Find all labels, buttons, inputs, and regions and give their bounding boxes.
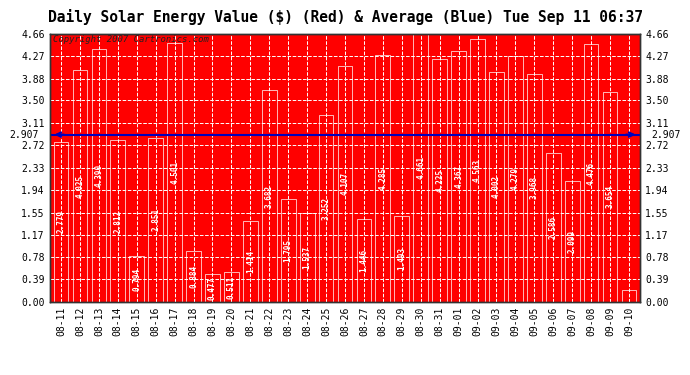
Bar	[451, 51, 466, 302]
Text: 4.563: 4.563	[473, 159, 482, 182]
Text: 4.390: 4.390	[95, 164, 103, 187]
Bar	[357, 219, 371, 302]
Bar	[395, 216, 409, 302]
Text: 2.779: 2.779	[57, 210, 66, 234]
Text: 3.654: 3.654	[606, 185, 615, 209]
Bar	[565, 181, 580, 302]
Text: 1.446: 1.446	[359, 249, 368, 272]
Bar	[54, 142, 68, 302]
Bar	[527, 74, 542, 302]
Bar	[508, 56, 523, 302]
Bar	[489, 72, 504, 302]
Text: Daily Solar Energy Value ($) (Red) & Average (Blue) Tue Sep 11 06:37: Daily Solar Energy Value ($) (Red) & Ave…	[48, 9, 642, 26]
Text: 4.279: 4.279	[511, 167, 520, 190]
Text: 4.476: 4.476	[586, 162, 595, 184]
Text: 2.812: 2.812	[113, 209, 122, 232]
Bar	[470, 39, 485, 302]
Text: 3.968: 3.968	[530, 176, 539, 199]
Text: 4.285: 4.285	[378, 167, 387, 190]
Text: 1.795: 1.795	[284, 238, 293, 262]
Bar	[186, 251, 201, 302]
Bar	[72, 70, 88, 302]
Bar	[243, 220, 258, 302]
Text: 0.477: 0.477	[208, 277, 217, 300]
Text: 3.252: 3.252	[322, 197, 331, 220]
Bar	[110, 140, 125, 302]
Text: 1.493: 1.493	[397, 248, 406, 270]
Text: 4.107: 4.107	[340, 172, 350, 195]
Bar	[205, 274, 220, 302]
Text: Copyright 2007 Cartronics.com: Copyright 2007 Cartronics.com	[52, 35, 208, 44]
Bar	[584, 44, 598, 302]
Text: 4.661: 4.661	[416, 156, 425, 179]
Bar	[337, 66, 353, 302]
Bar	[299, 213, 315, 302]
Bar	[262, 90, 277, 302]
Bar	[224, 273, 239, 302]
Text: 4.002: 4.002	[492, 175, 501, 198]
Bar	[432, 59, 447, 302]
Text: 2.907: 2.907	[9, 130, 39, 140]
Text: 4.225: 4.225	[435, 169, 444, 192]
Bar	[148, 138, 163, 302]
Bar	[413, 34, 428, 302]
Bar	[622, 290, 636, 302]
Text: 4.025: 4.025	[75, 174, 84, 198]
Text: 2.851: 2.851	[151, 208, 160, 231]
Bar	[167, 43, 182, 302]
Text: 4.501: 4.501	[170, 161, 179, 184]
Text: 0.794: 0.794	[132, 267, 141, 291]
Bar	[92, 49, 106, 302]
Text: 0.511: 0.511	[227, 276, 236, 299]
Bar	[319, 115, 333, 302]
Bar	[546, 153, 560, 302]
Text: 0.884: 0.884	[189, 265, 198, 288]
Text: 1.537: 1.537	[303, 246, 312, 269]
Bar	[281, 199, 295, 302]
Bar	[375, 56, 391, 302]
Bar	[130, 256, 144, 302]
Text: 4.367: 4.367	[454, 165, 463, 188]
Text: 2.907: 2.907	[651, 130, 681, 140]
Text: 1.414: 1.414	[246, 250, 255, 273]
Text: 2.586: 2.586	[549, 216, 558, 239]
Text: 2.099: 2.099	[568, 230, 577, 253]
Text: 3.682: 3.682	[265, 184, 274, 207]
Bar	[602, 92, 618, 302]
